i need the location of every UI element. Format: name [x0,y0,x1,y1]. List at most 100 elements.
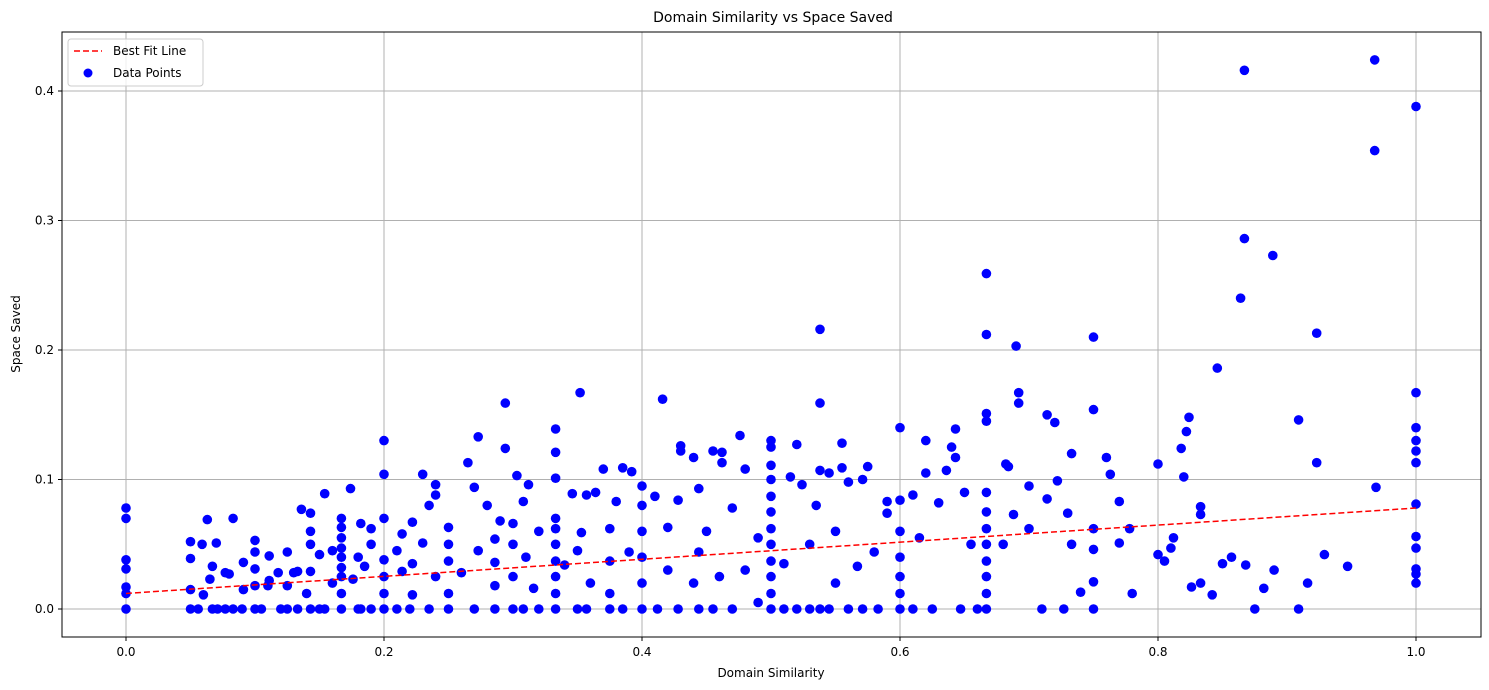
data-point [366,523,376,534]
data-point [256,604,267,614]
data-point [694,483,704,494]
data-point [1059,604,1069,614]
data-point [1411,435,1421,446]
data-point [766,491,776,502]
data-point [804,539,815,550]
data-point [981,571,992,582]
data-point [1066,448,1077,459]
data-point [1186,582,1197,592]
data-point [1411,543,1421,553]
x-tick-label: 0.0 [116,645,135,659]
data-point [356,518,366,529]
data-point [1124,523,1135,534]
data-point [469,482,480,493]
data-point [482,500,493,511]
data-point [379,588,389,599]
data-point [1411,499,1421,509]
data-point [121,513,131,524]
data-point [895,571,905,582]
data-point [811,500,821,511]
data-point [966,539,976,550]
data-point [921,468,931,478]
legend: Best Fit Line Data Points [67,38,204,87]
data-point [508,518,518,529]
data-point [572,545,583,556]
data-point [617,463,628,473]
data-point [981,588,992,599]
data-point [981,523,992,534]
data-point [981,329,992,340]
data-point [534,604,544,614]
data-point [424,604,434,614]
data-point [202,514,213,525]
data-point [1088,544,1099,555]
data-point [1311,328,1322,339]
data-point [792,439,802,450]
data-point [797,479,807,490]
data-point [379,604,389,614]
data-point [1269,565,1279,575]
data-point [1293,415,1304,425]
data-point [1411,564,1421,574]
data-point [193,604,203,614]
data-point [490,534,500,544]
data-point [469,604,480,614]
data-point [981,539,992,550]
data-point [319,488,330,499]
data-point [753,597,763,608]
data-point [717,447,727,458]
data-point [1302,578,1313,588]
y-tick-label: 0.1 [35,473,54,487]
data-point [528,583,539,594]
data-point [998,539,1008,550]
data-point [921,435,931,446]
data-point [305,539,316,550]
data-point [895,604,905,614]
data-point [694,547,704,557]
data-point [637,604,647,614]
data-point [624,547,634,557]
data-point [121,555,131,565]
data-point [121,564,131,574]
y-axis-ticks: 0.0 0.1 0.2 0.3 0.4 [35,84,62,616]
y-tick-label: 0.0 [35,602,54,616]
data-point [1179,472,1189,482]
data-point [637,552,647,562]
data-point [407,590,418,600]
data-point [366,539,376,550]
data-point [356,604,366,614]
data-point [292,604,303,614]
data-point [523,479,534,490]
data-point [336,543,347,553]
data-point [1062,508,1073,518]
plot-frame [61,31,1482,638]
data-point [605,588,615,599]
data-point [336,533,347,543]
data-point [1371,482,1381,493]
data-point [837,438,847,449]
data-point [121,503,131,513]
data-point [424,500,434,511]
data-point [305,526,316,537]
data-point [550,588,561,599]
data-point [1217,558,1228,569]
data-point [581,604,592,614]
data-point [327,545,338,556]
data-point [495,516,505,526]
data-point [500,398,511,408]
data-point [407,558,418,569]
data-point [1411,578,1421,588]
chart-title: Domain Similarity vs Space Saved [653,10,893,26]
data-point [804,604,815,614]
data-point [701,526,712,537]
data-point [392,604,402,614]
data-point [1369,55,1380,65]
data-point [766,539,776,550]
data-point [605,604,615,614]
x-axis-ticks: 0.0 0.2 0.4 0.6 0.8 1.0 [116,637,1426,659]
data-point [727,503,738,513]
data-point [185,536,196,547]
data-point [815,465,825,476]
data-point [443,522,454,533]
data-point [250,547,260,557]
